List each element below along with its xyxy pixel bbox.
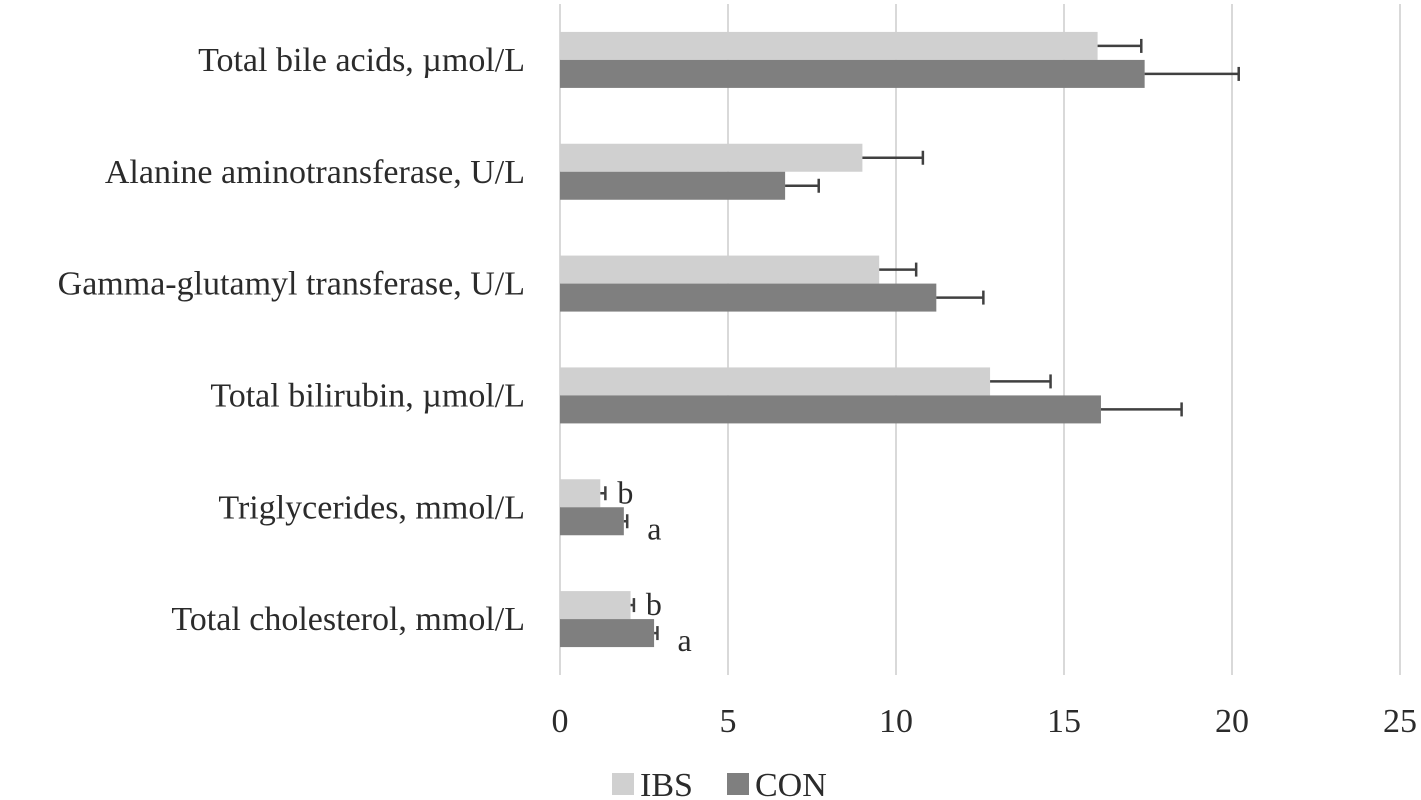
legend-label-con: CON bbox=[755, 767, 827, 800]
significance-label: b bbox=[617, 474, 633, 510]
bar-con-0 bbox=[560, 59, 1145, 88]
category-label: Gamma-glutamyl transferase, U/L bbox=[58, 266, 525, 303]
bar-con-3 bbox=[560, 395, 1101, 424]
x-tick-label: 10 bbox=[879, 703, 913, 740]
legend: IBS CON bbox=[612, 767, 827, 800]
x-tick-label: 20 bbox=[1215, 703, 1249, 740]
bar-ibs-2 bbox=[560, 255, 880, 284]
bar-ibs-5 bbox=[560, 591, 631, 620]
gridlines bbox=[559, 4, 1401, 675]
category-label: Total cholesterol, mmol/L bbox=[171, 601, 525, 638]
bar-ibs-0 bbox=[560, 31, 1098, 60]
bar-con-2 bbox=[560, 283, 937, 312]
bar-con-4 bbox=[560, 507, 624, 536]
legend-swatch-con bbox=[727, 773, 749, 795]
category-label: Total bilirubin, µmol/L bbox=[210, 377, 525, 414]
bar-ibs-1 bbox=[560, 143, 863, 172]
x-tick-labels: 0 5 10 15 20 25 bbox=[552, 703, 1418, 740]
category-label: Total bile acids, µmol/L bbox=[198, 42, 525, 79]
x-tick-label: 15 bbox=[1047, 703, 1081, 740]
x-tick-label: 0 bbox=[552, 703, 569, 740]
significance-label: b bbox=[646, 586, 662, 622]
bar-con-1 bbox=[560, 171, 786, 200]
category-label: Alanine aminotransferase, U/L bbox=[105, 154, 525, 191]
significance-label: a bbox=[677, 622, 691, 658]
bar-ibs-3 bbox=[560, 367, 991, 396]
category-labels: Total bile acids, µmol/L Alanine aminotra… bbox=[58, 42, 525, 638]
bar-ibs-4 bbox=[560, 479, 601, 508]
significance-label: a bbox=[647, 510, 661, 546]
legend-label-ibs: IBS bbox=[640, 767, 693, 800]
x-tick-label: 25 bbox=[1383, 703, 1417, 740]
legend-swatch-ibs bbox=[612, 773, 634, 795]
x-tick-label: 5 bbox=[720, 703, 737, 740]
bar-con-5 bbox=[560, 619, 655, 648]
category-label: Triglycerides, mmol/L bbox=[218, 489, 525, 526]
